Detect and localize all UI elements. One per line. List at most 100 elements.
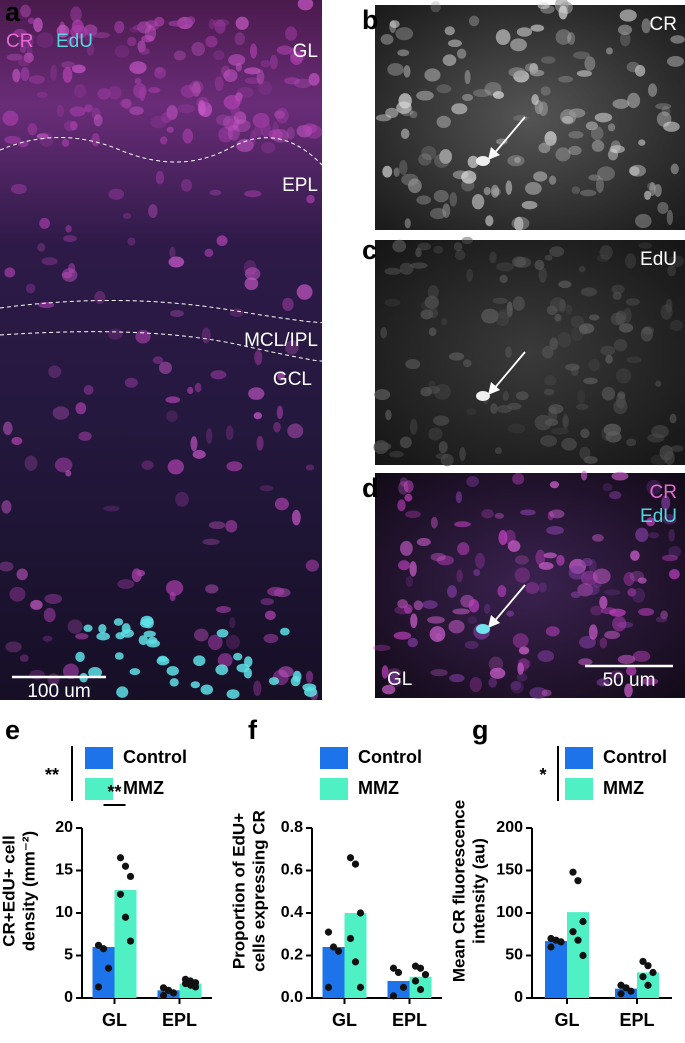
cell — [525, 582, 540, 594]
cell — [447, 39, 462, 48]
cell — [612, 291, 622, 300]
cell — [439, 149, 453, 164]
cell — [420, 299, 439, 311]
data-point — [579, 951, 587, 960]
cell — [54, 457, 73, 473]
cell — [540, 86, 551, 96]
cell — [492, 297, 508, 304]
edu-cell — [129, 668, 141, 676]
cell — [638, 139, 646, 146]
cell — [382, 684, 396, 695]
data-point — [389, 964, 398, 972]
edu-cell — [98, 623, 107, 634]
cell — [462, 359, 472, 368]
cell — [510, 38, 527, 52]
cell — [36, 91, 48, 99]
data-point — [389, 992, 398, 1000]
cell — [510, 680, 522, 691]
cell — [129, 61, 147, 74]
cell — [428, 327, 437, 337]
layer-label: EPL — [282, 175, 318, 196]
cell — [635, 527, 649, 542]
x-tick-label: GL — [332, 1010, 357, 1030]
cell — [641, 18, 651, 34]
cell — [29, 669, 45, 680]
y-tick-label: 0.6 — [281, 862, 303, 879]
cell — [249, 130, 257, 147]
cell — [192, 449, 206, 459]
cell — [380, 34, 394, 45]
cell — [599, 595, 608, 609]
cell — [545, 418, 559, 426]
cell — [473, 568, 481, 577]
cell — [141, 460, 154, 470]
cell — [303, 123, 318, 134]
cell — [670, 163, 679, 175]
cell — [632, 650, 651, 662]
cell — [634, 64, 646, 77]
x-tick-label: GL — [102, 1010, 127, 1030]
cell — [257, 81, 273, 95]
cell — [148, 87, 161, 94]
edu-cell — [83, 624, 93, 632]
cell — [397, 49, 410, 57]
cell — [400, 128, 410, 140]
cell — [225, 634, 240, 650]
edu-cell — [216, 628, 229, 638]
cell — [393, 167, 400, 177]
cell — [638, 242, 653, 249]
cell — [516, 27, 532, 37]
cell — [449, 673, 465, 683]
cell — [578, 658, 593, 666]
y-axis-label: intensity (au) — [469, 838, 488, 944]
cell — [206, 428, 213, 444]
cell — [562, 415, 570, 428]
cell — [483, 186, 491, 196]
cell — [208, 18, 216, 30]
cell — [416, 195, 432, 205]
cell — [668, 546, 682, 558]
cell — [436, 115, 451, 128]
bar — [615, 988, 637, 998]
cell — [103, 505, 120, 512]
cell — [618, 323, 634, 333]
micrograph-panel — [372, 470, 685, 699]
cell — [135, 329, 151, 344]
cell — [20, 4, 31, 18]
cell — [451, 103, 468, 115]
cell — [511, 256, 527, 268]
cell — [619, 9, 637, 22]
cell — [69, 106, 86, 117]
cell — [308, 72, 320, 86]
cell — [161, 112, 172, 124]
cell — [568, 130, 584, 139]
cell — [617, 391, 626, 400]
cell — [4, 267, 16, 278]
cell — [78, 431, 92, 442]
cell — [398, 93, 412, 109]
cell — [428, 427, 443, 441]
cell — [166, 126, 174, 133]
legend-label: MMZ — [358, 778, 399, 798]
edu-cell — [96, 632, 110, 641]
cell — [556, 554, 565, 566]
cell — [400, 107, 414, 117]
cell — [583, 456, 598, 464]
y-tick-label: 0.8 — [281, 819, 303, 836]
cell — [375, 114, 392, 122]
cell — [70, 120, 78, 131]
cell — [667, 265, 677, 277]
cell — [588, 358, 600, 372]
cell — [373, 440, 389, 455]
cell — [213, 50, 225, 61]
cell — [549, 246, 565, 257]
cell — [471, 193, 485, 210]
y-tick-label: 0 — [514, 989, 523, 1006]
cell — [83, 385, 94, 395]
cell — [244, 267, 261, 281]
cell — [27, 34, 35, 42]
cell — [372, 644, 391, 651]
cell — [515, 391, 529, 401]
cell — [605, 431, 622, 443]
cell — [197, 100, 206, 116]
